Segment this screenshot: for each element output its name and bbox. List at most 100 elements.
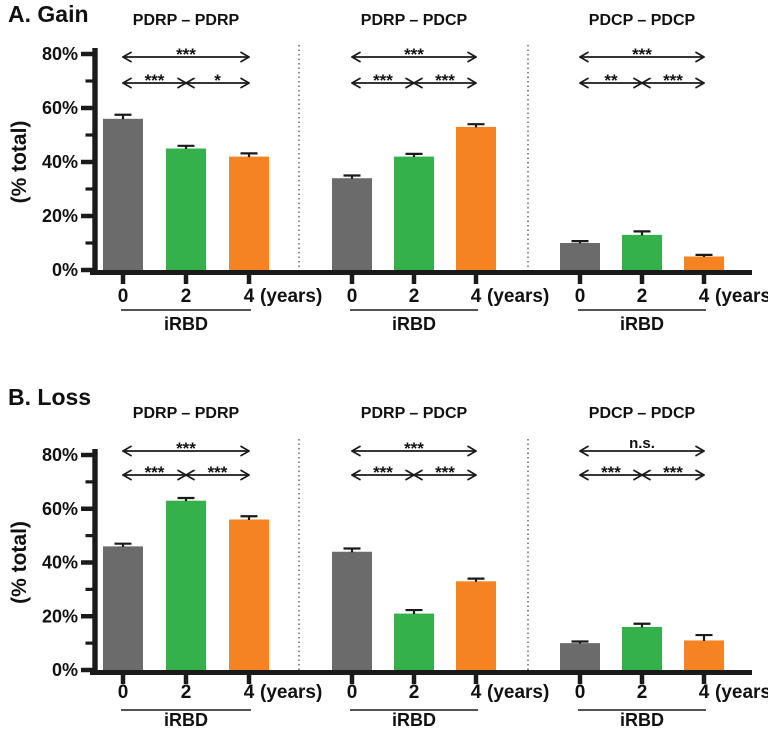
cohort-label: iRBD xyxy=(392,710,436,729)
arrowhead-icon xyxy=(467,51,477,58)
arrowhead-icon xyxy=(122,450,132,457)
significance-label: *** xyxy=(404,45,424,64)
x-tick-label: 2 xyxy=(637,286,648,307)
arrowhead-icon xyxy=(240,474,250,481)
bar xyxy=(229,519,269,670)
arrowhead-icon xyxy=(579,445,589,452)
arrowhead-icon xyxy=(185,82,195,89)
group-title: PDCP – PDCP xyxy=(589,12,696,29)
bar-group: PDRP – PDCP 0 2 4 (years) *** *** *** iRBD xyxy=(332,12,549,334)
arrowhead-icon xyxy=(413,77,423,84)
x-axis-unit-label: (years) xyxy=(487,286,549,307)
y-tick-label: 80% xyxy=(42,445,78,465)
arrowhead-icon xyxy=(122,56,132,63)
bar xyxy=(103,546,143,670)
y-tick-label: 0% xyxy=(52,260,78,280)
x-tick-label: 0 xyxy=(118,682,129,703)
x-tick-label: 2 xyxy=(637,682,648,703)
arrowhead-icon xyxy=(579,51,589,58)
arrowhead-icon xyxy=(633,469,643,476)
x-tick-label: 4 xyxy=(471,682,482,703)
arrowhead-icon xyxy=(413,82,423,89)
bar xyxy=(332,551,372,670)
bar xyxy=(166,500,206,670)
x-axis-unit-label: (years) xyxy=(487,682,549,703)
arrowhead-icon xyxy=(633,474,643,481)
arrowhead-icon xyxy=(240,82,250,89)
y-tick-label: 80% xyxy=(42,44,78,64)
arrowhead-icon xyxy=(633,77,643,84)
arrowhead-icon xyxy=(122,469,132,476)
significance-label: *** xyxy=(663,463,683,482)
arrowhead-icon xyxy=(641,469,651,476)
bar xyxy=(103,118,143,270)
x-tick-label: 4 xyxy=(699,286,710,307)
arrowhead-icon xyxy=(122,82,132,89)
x-tick-label: 4 xyxy=(699,682,710,703)
arrowhead-icon xyxy=(695,445,705,452)
panel-svg: 0% 20% 40% 60% 80% (% total) B. Loss PDRP – PDR… xyxy=(8,384,768,729)
arrowhead-icon xyxy=(185,77,195,84)
significance-label: *** xyxy=(176,45,196,64)
cohort-label: iRBD xyxy=(392,314,436,334)
arrowhead-icon xyxy=(579,450,589,457)
bar-group: PDRP – PDRP 0 2 4 (years) *** *** *** iRBD xyxy=(103,405,322,729)
x-axis xyxy=(90,670,752,675)
y-tick-label: 20% xyxy=(42,206,78,226)
arrowhead-icon xyxy=(695,51,705,58)
cohort-label: iRBD xyxy=(620,314,664,334)
arrowhead-icon xyxy=(122,445,132,452)
x-tick-label: 2 xyxy=(409,286,420,307)
significance-label: *** xyxy=(435,71,455,90)
significance-label: *** xyxy=(663,71,683,90)
arrowhead-icon xyxy=(467,82,477,89)
significance-label: ** xyxy=(604,71,618,90)
arrowhead-icon xyxy=(351,469,361,476)
significance-label: *** xyxy=(373,71,393,90)
x-axis-unit-label: (years) xyxy=(715,682,768,703)
arrowhead-icon xyxy=(695,77,705,84)
x-axis-unit-label: (years) xyxy=(715,286,768,307)
significance-label: *** xyxy=(176,439,196,458)
arrowhead-icon xyxy=(579,77,589,84)
arrowhead-icon xyxy=(641,82,651,89)
bar xyxy=(394,156,434,270)
bar xyxy=(394,613,434,670)
y-tick-label: 20% xyxy=(42,606,78,626)
arrowhead-icon xyxy=(467,77,477,84)
arrowhead-icon xyxy=(413,474,423,481)
bar xyxy=(456,581,496,670)
bar xyxy=(622,627,662,670)
y-tick-label: 0% xyxy=(52,660,78,680)
x-tick-label: 0 xyxy=(575,286,586,307)
x-tick-label: 4 xyxy=(244,682,255,703)
arrowhead-icon xyxy=(240,51,250,58)
x-axis xyxy=(90,270,752,275)
bar xyxy=(456,126,496,271)
significance-label: *** xyxy=(632,45,652,64)
x-axis-unit-label: (years) xyxy=(260,682,322,703)
cohort-label: iRBD xyxy=(164,710,208,729)
arrowhead-icon xyxy=(177,469,187,476)
x-axis-unit-label: (years) xyxy=(260,286,322,307)
arrowhead-icon xyxy=(240,450,250,457)
panel-title: B. Loss xyxy=(8,384,91,410)
bar xyxy=(229,156,269,270)
x-tick-label: 0 xyxy=(118,286,129,307)
arrowhead-icon xyxy=(177,82,187,89)
y-axis-title: (% total) xyxy=(8,121,31,204)
x-tick-label: 2 xyxy=(181,682,192,703)
arrowhead-icon xyxy=(351,450,361,457)
arrowhead-icon xyxy=(467,469,477,476)
cohort-label: iRBD xyxy=(620,710,664,729)
arrowhead-icon xyxy=(122,51,132,58)
significance-label: *** xyxy=(145,463,165,482)
arrowhead-icon xyxy=(240,56,250,63)
bar xyxy=(166,148,206,270)
group-title: PDRP – PDCP xyxy=(361,405,468,422)
cohort-label: iRBD xyxy=(164,314,208,334)
y-tick-label: 40% xyxy=(42,152,78,172)
group-title: PDCP – PDCP xyxy=(589,405,696,422)
arrowhead-icon xyxy=(467,474,477,481)
